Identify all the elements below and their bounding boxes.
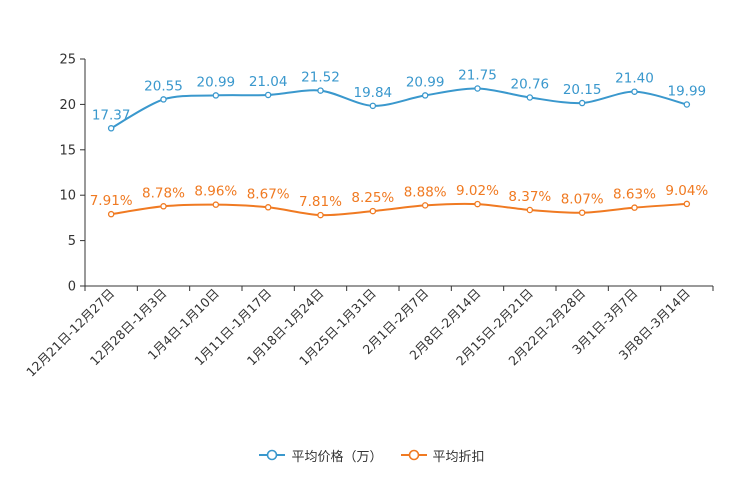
series-0-data-label: 20.99 [406,74,445,90]
series-0-data-label: 21.04 [249,74,288,90]
series-1-point[interactable] [526,206,534,214]
series-1-point[interactable] [317,211,324,219]
series-1-data-label: 8.88% [404,184,447,200]
series-0-point[interactable] [421,92,429,99]
series-1-data-label: 7.91% [90,193,133,209]
y-tick-label: 0 [68,280,76,295]
legend: 平均价格（万） 平均折扣 [0,444,744,466]
series-line-0 [110,87,688,130]
series-0-data-label: 21.40 [615,71,654,87]
series-1-point[interactable] [107,210,115,218]
series-0-data-label: 19.99 [668,83,707,99]
x-tick-label: 12月21日-12月27日 [23,286,117,380]
series-1-data-label: 8.07% [561,192,604,208]
series-1-data-label: 8.37% [508,189,551,205]
y-tick-label: 15 [59,143,76,158]
series-1-point[interactable] [369,207,377,215]
series-0-point[interactable] [264,91,272,99]
y-tick-label: 20 [59,98,76,113]
series-1-point[interactable] [212,201,220,208]
series-line-1 [111,202,687,217]
series-0-point[interactable] [160,96,167,103]
series-0-point[interactable] [474,85,481,92]
legend-price-label: 平均价格（万） [291,449,383,465]
series-1-data-label: 8.25% [351,190,394,206]
series-0-data-label: 21.52 [301,70,340,86]
series-layer [107,85,691,219]
series-0-point[interactable] [683,101,691,108]
series-1-point[interactable] [160,203,167,210]
legend-item-price[interactable]: 平均价格（万） [259,446,383,465]
series-0-point[interactable] [212,92,220,99]
series-1-point[interactable] [631,204,638,211]
series-0-data-label: 20.55 [144,78,183,94]
series-0-data-label: 20.99 [197,74,236,90]
y-tick-label: 5 [68,234,76,249]
series-0-data-label: 20.76 [511,76,550,92]
axes: 051015202512月21日-12月27日12月28日-1月3日1月4日-1… [23,53,714,380]
series-0-point[interactable] [107,125,115,132]
series-1-data-label: 8.63% [613,187,656,203]
series-1-point[interactable] [264,204,272,211]
series-1-point[interactable] [578,209,586,216]
series-0-point[interactable] [578,99,586,107]
legend-discount-line-icon [400,449,427,461]
series-0-point[interactable] [631,88,638,95]
series-1-data-label: 8.67% [247,186,290,202]
series-0-data-label: 20.15 [563,82,602,98]
series-0-point[interactable] [526,94,534,101]
y-tick-label: 25 [59,53,76,68]
series-1-data-label: 9.02% [456,183,499,199]
series-1-point[interactable] [474,200,481,208]
line-chart: 051015202512月21日-12月27日12月28日-1月3日1月4日-1… [23,53,714,380]
series-1-data-label: 8.96% [194,184,237,200]
series-1-point[interactable] [421,202,429,209]
legend-discount-label: 平均折扣 [432,449,485,465]
legend-price-line-icon [259,449,286,461]
series-1-data-label: 7.81% [299,194,342,210]
series-0-point[interactable] [369,102,377,110]
data-labels: 17.37 20.55 20.99 21.04 21.52 19.84 20.99 21.75… [90,68,709,211]
series-1-point[interactable] [683,200,691,208]
series-0-data-label: 21.75 [458,68,497,84]
series-1-data-label: 9.04% [665,183,708,199]
y-tick-label: 10 [59,189,76,204]
series-1-data-label: 8.78% [142,185,185,201]
series-0-data-label: 19.84 [354,85,393,101]
series-0-point[interactable] [317,87,324,94]
legend-item-discount[interactable]: 平均折扣 [400,446,485,465]
series-0-data-label: 17.37 [92,107,131,123]
